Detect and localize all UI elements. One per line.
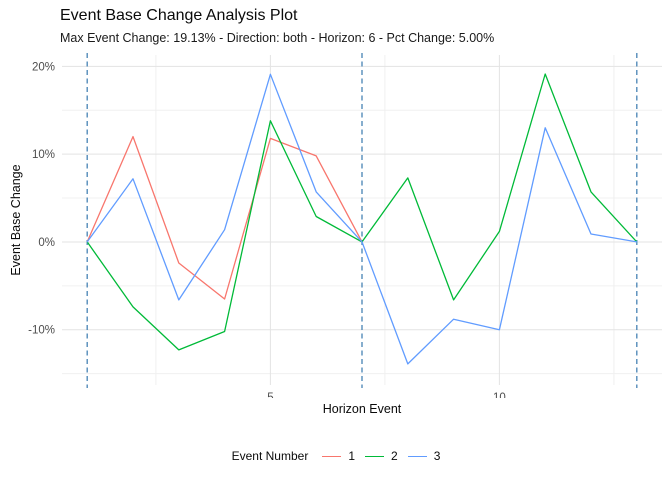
x-axis-title: Horizon Event [322,402,402,416]
y-tick-label: 20% [32,61,55,73]
legend-title: Event Number [231,449,309,463]
y-axis-title: Event Base Change [9,164,23,276]
legend-label-series-1: 1 [348,449,355,463]
legend: Event Number 1 2 3 [0,444,672,468]
legend-line-icon-series-2 [365,455,384,457]
plot-panel: 20% 10% 0% -10% 5 10 [28,53,662,398]
legend-label-series-3: 3 [433,449,441,463]
legend-item-series-3: 3 [407,449,441,463]
legend-label-series-2: 2 [391,449,398,463]
y-tick-label: 10% [32,149,55,161]
legend-item-series-1: 1 [322,449,355,463]
y-tick-label: -10% [28,325,55,337]
legend-item-series-2: 2 [365,449,398,463]
chart-title: Event Base Change Analysis Plot [60,7,298,24]
x-tick-label: 10 [493,392,506,398]
x-tick-label: 5 [267,392,273,398]
legend-line-icon-series-1 [322,455,342,457]
legend-line-icon-series-3 [407,455,427,457]
y-tick-label: 0% [38,237,55,249]
chart-subtitle: Max Event Change: 19.13% - Direction: bo… [60,31,495,45]
series-line-1 [86,135,363,300]
series-line-3 [86,73,638,365]
